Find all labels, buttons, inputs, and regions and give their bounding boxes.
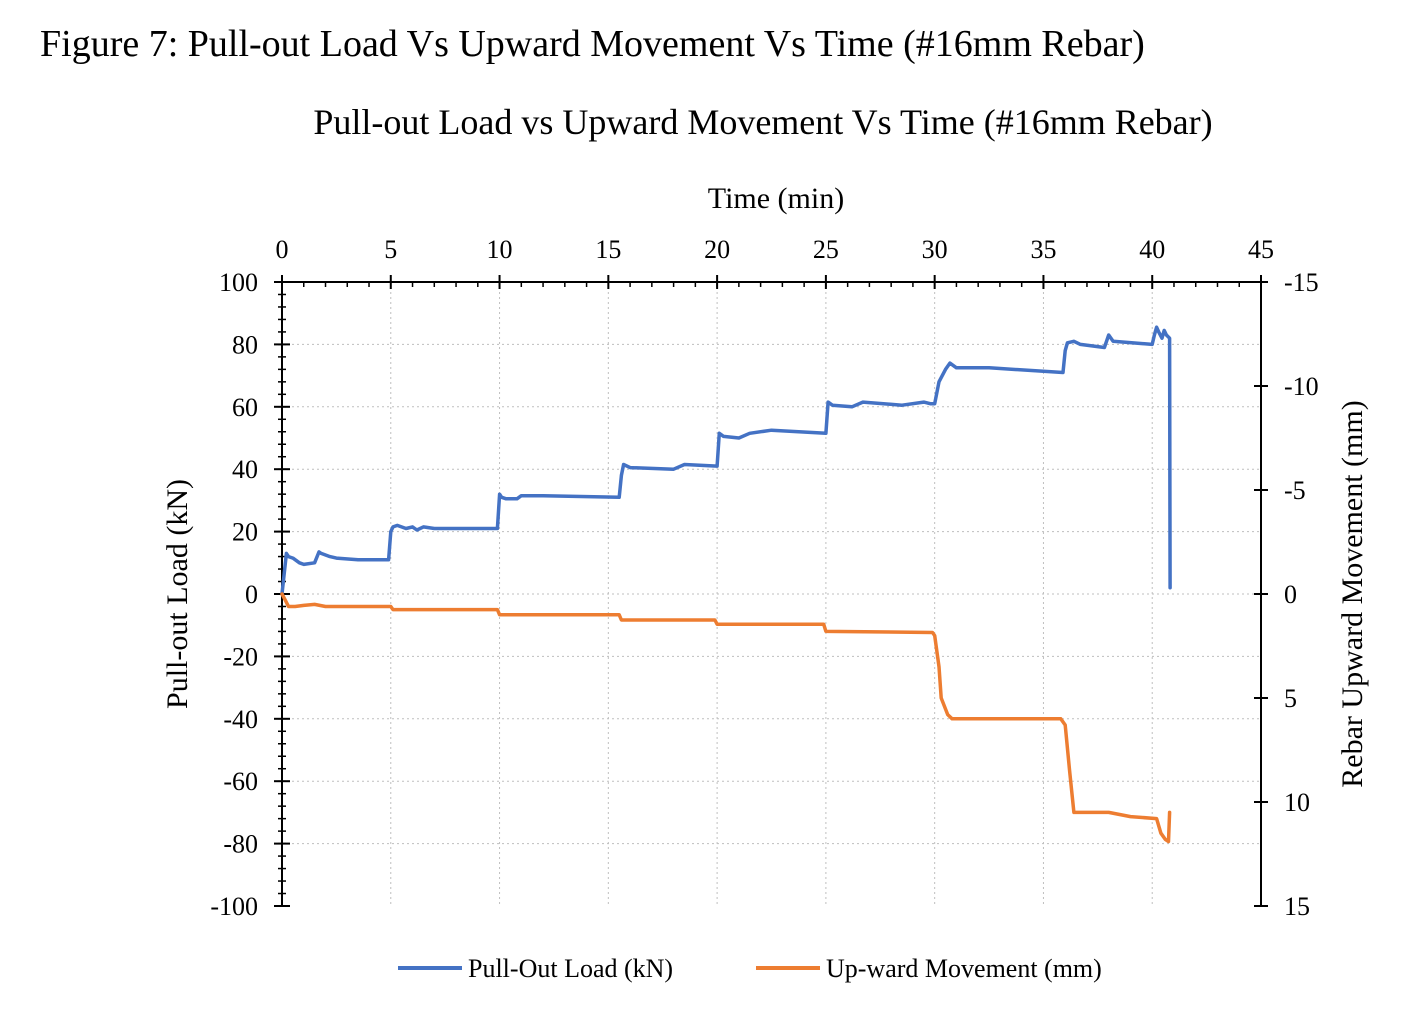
x-tick-label: 40 bbox=[1139, 235, 1165, 264]
y-tick-label: 20 bbox=[232, 518, 258, 547]
x-tick-label: 5 bbox=[384, 235, 397, 264]
x-tick-label: 25 bbox=[813, 235, 839, 264]
x-tick-label: 30 bbox=[922, 235, 948, 264]
x-tick-label: 0 bbox=[276, 235, 289, 264]
y2-tick-label: 5 bbox=[1284, 684, 1297, 713]
y-tick-label: 0 bbox=[245, 580, 258, 609]
y-tick-label: -60 bbox=[223, 767, 258, 796]
y2-tick-label: -10 bbox=[1284, 372, 1319, 401]
y-tick-label: 100 bbox=[219, 268, 258, 297]
y2-tick-label: 10 bbox=[1284, 788, 1310, 817]
x-tick-label: 45 bbox=[1248, 235, 1274, 264]
y-tick-label: 40 bbox=[232, 455, 258, 484]
y-tick-label: -80 bbox=[223, 830, 258, 859]
y-tick-label: 60 bbox=[232, 393, 258, 422]
x-tick-label: 20 bbox=[704, 235, 730, 264]
series-line-upward-movement bbox=[280, 592, 1172, 844]
legend: Pull-Out Load (kN) Up-ward Movement (mm) bbox=[398, 954, 1102, 983]
series-group bbox=[280, 325, 1172, 844]
figure-caption: Figure 7: Pull-out Load Vs Upward Moveme… bbox=[40, 23, 1145, 65]
y2-tick-label: 15 bbox=[1284, 892, 1310, 921]
y-tick-label: -100 bbox=[210, 892, 258, 921]
x-tick-label: 10 bbox=[487, 235, 513, 264]
y-tick-label: 80 bbox=[232, 330, 258, 359]
y2-axis-label: Rebar Upward Movement (mm) bbox=[1336, 400, 1369, 787]
legend-label: Pull-Out Load (kN) bbox=[468, 954, 673, 983]
y2-tick-label: -15 bbox=[1284, 268, 1319, 297]
y2-tick-label: 0 bbox=[1284, 580, 1297, 609]
y-axis-label: Pull-out Load (kN) bbox=[161, 479, 194, 709]
series-line-pull-out-load bbox=[280, 325, 1172, 596]
legend-label: Up-ward Movement (mm) bbox=[826, 954, 1102, 983]
axes: 0 5 10 15 20 25 30 35 40 45100806040200-20-40-60-… bbox=[210, 235, 1318, 921]
chart-title: Pull-out Load vs Upward Movement Vs Time… bbox=[313, 102, 1212, 142]
x-axis-label: Time (min) bbox=[708, 182, 844, 215]
y-tick-label: -20 bbox=[223, 642, 258, 671]
grid bbox=[282, 282, 1261, 906]
y-tick-label: -40 bbox=[223, 705, 258, 734]
y2-tick-label: -5 bbox=[1284, 476, 1306, 505]
x-tick-label: 15 bbox=[595, 235, 621, 264]
x-tick-label: 35 bbox=[1030, 235, 1056, 264]
